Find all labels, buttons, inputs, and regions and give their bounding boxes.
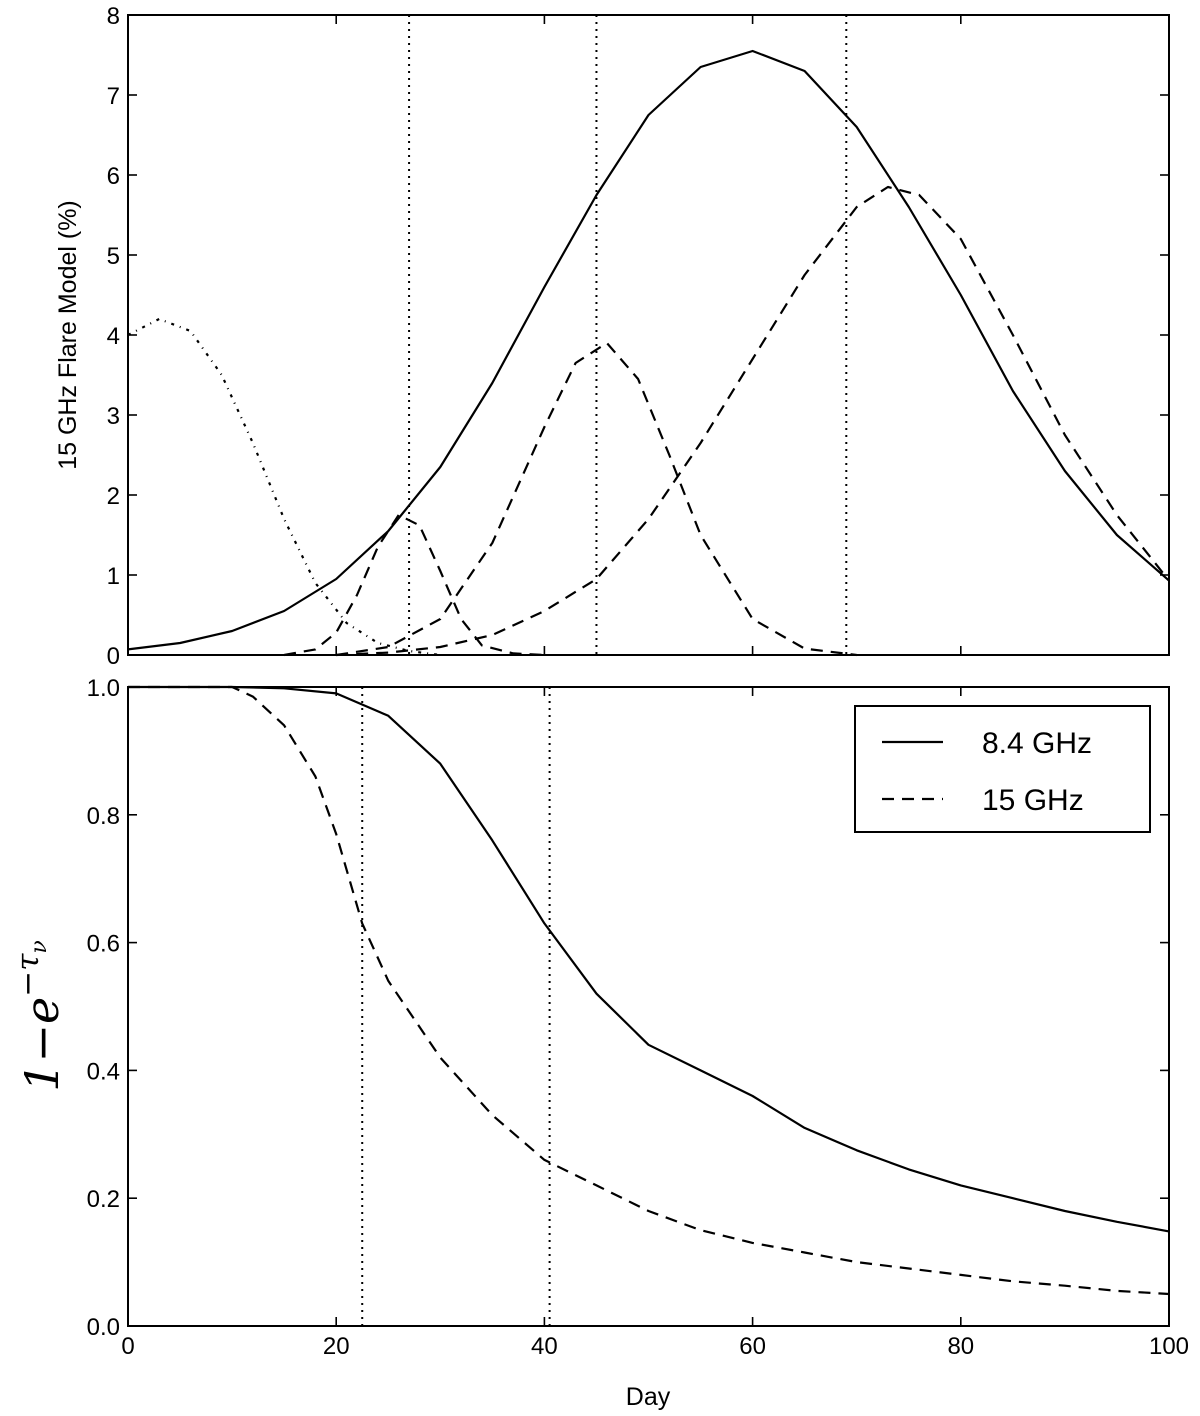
series-line-bottom-1 [128, 685, 1170, 1296]
y-tick-label: 5 [107, 243, 120, 270]
y-tick-label: 8 [107, 3, 120, 30]
bottom-ylabel-base: 1−e [15, 997, 69, 1092]
y-tick-label: 6 [107, 163, 120, 190]
y-tick-label: 2 [107, 483, 120, 510]
legend-box [854, 705, 1151, 833]
bottom-ylabel-subscript: ν [27, 940, 52, 953]
x-axis-label: Day [626, 1383, 671, 1411]
y-tick-label: 0.6 [87, 931, 120, 958]
series-line-top-1 [127, 317, 441, 657]
y-tick-label: 0.4 [87, 1058, 120, 1085]
y-tick-label: 1.0 [87, 675, 120, 702]
x-tick-label: 40 [531, 1333, 558, 1360]
legend-label-0: 8.4 GHz [982, 727, 1092, 760]
bottom-panel: 0.0 0.2 0.4 0.6 0.8 1.0 0 20 40 60 80 100 8.4 GHz 15 … [87, 675, 1189, 1360]
y-tick-label: 1 [107, 563, 120, 590]
series-line-top-3 [336, 341, 857, 657]
y-tick-label: 3 [107, 403, 120, 430]
series-line-top-4 [336, 185, 1170, 657]
legend-label-1: 15 GHz [982, 784, 1084, 817]
series-line-top-0 [127, 49, 1170, 651]
bottom-ylabel: 1−e−τν [10, 940, 69, 1092]
top-panel: 0 1 2 3 4 5 6 7 8 [107, 3, 1170, 670]
x-tick-label: 80 [947, 1333, 974, 1360]
top-ylabel: 15 GHz Flare Model (%) [54, 200, 82, 470]
plot-frame [127, 686, 1170, 1327]
y-tick-label: 0.2 [87, 1186, 120, 1213]
y-tick-label: 0.8 [87, 803, 120, 830]
y-tick-label: 0.0 [87, 1314, 120, 1341]
x-tick-label: 60 [739, 1333, 766, 1360]
y-tick-label: 0 [107, 643, 120, 670]
y-tick-label: 4 [107, 323, 120, 350]
x-tick-label: 0 [121, 1333, 134, 1360]
bottom-ylabel-exponent: −τ [10, 953, 46, 997]
x-tick-label: 20 [323, 1333, 350, 1360]
y-tick-label: 7 [107, 83, 120, 110]
series-line-bottom-0 [128, 685, 1170, 1233]
x-tick-label: 100 [1149, 1333, 1189, 1360]
